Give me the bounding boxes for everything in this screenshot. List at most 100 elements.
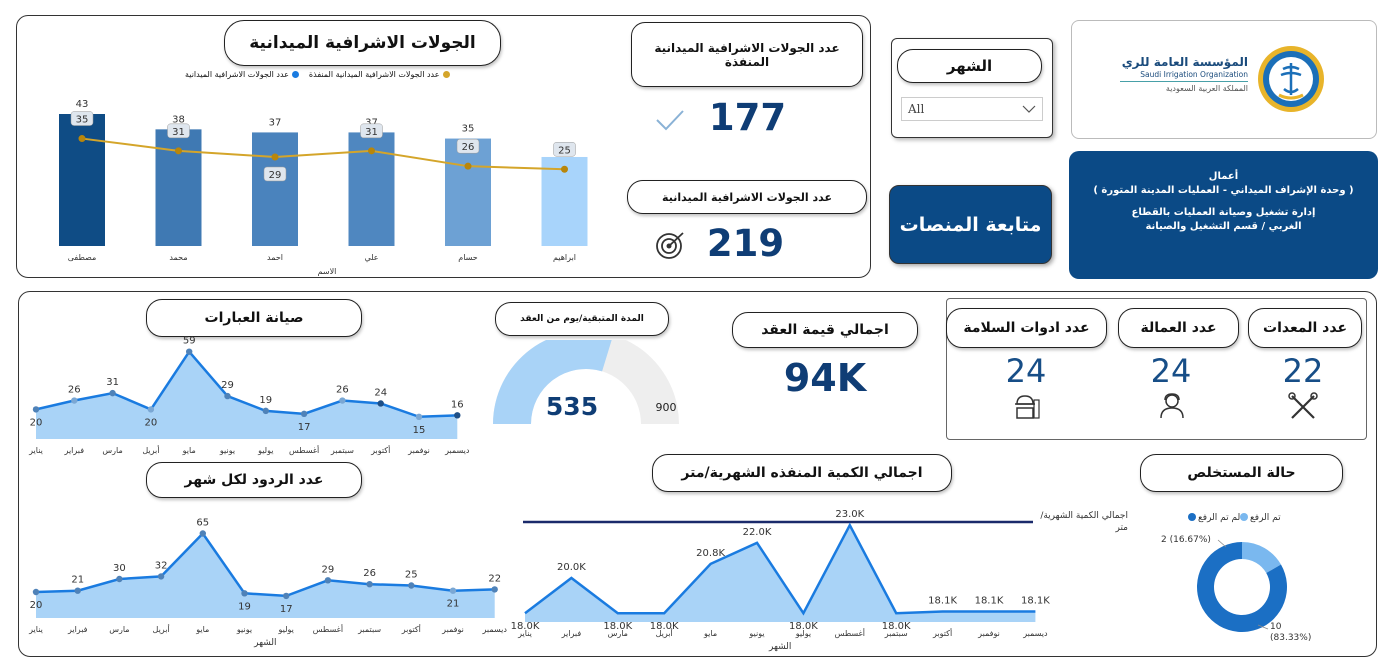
donut-legend-0: لم تم الرفع — [1198, 513, 1240, 523]
safety-tools-title: عدد ادوات السلامة — [946, 308, 1107, 348]
area-month-label-9: أكتوبر — [932, 628, 952, 638]
area-month-label-2: مارس — [109, 625, 129, 634]
area-value-label-6: 18.0K — [789, 621, 818, 632]
area-value-label-6: 17 — [280, 604, 293, 615]
month-filter-title: الشهر — [897, 49, 1042, 83]
area-point-10 — [449, 587, 457, 594]
area-month-label-9: أكتوبر — [370, 445, 390, 455]
remaining-days-title: المدة المتبقية/يوم من العقد — [495, 302, 669, 336]
area-line — [524, 522, 1036, 616]
bar-category-label-1: محمد — [169, 253, 187, 262]
platforms-button[interactable]: متابعة المنصات — [889, 185, 1052, 264]
area-month-label-6: يوليو — [278, 625, 294, 634]
area-point-7 — [300, 410, 308, 418]
check-icon — [654, 108, 686, 132]
area-value-label-0: 20 — [30, 417, 43, 428]
area-point-9 — [408, 582, 415, 589]
area-value-label-8: 26 — [336, 385, 349, 396]
quantity-area-chart: 18.0Kيناير20.0Kفبراير18.0Kمارس18.0Kأبريل… — [511, 509, 1050, 652]
executed-label-3: 31 — [365, 127, 378, 138]
safety-tools-value: 24 — [1005, 352, 1047, 390]
area-point-6 — [262, 407, 269, 415]
executed-label-box-1 — [167, 123, 190, 139]
area-value-label-9: 18.1K — [928, 595, 957, 606]
area-month-label-0: يناير — [517, 629, 532, 638]
area-fill — [525, 525, 1036, 622]
legend-item-total: عدد الجولات الاشرافية الميدانية — [185, 68, 299, 80]
executed-label-0: 35 — [76, 115, 89, 126]
executed-label-4: 26 — [462, 142, 475, 153]
area-value-label-5: 29 — [221, 380, 234, 391]
department-info-card: أعمال ( وحدة الإشراف الميداني - العمليات… — [1069, 151, 1378, 279]
area-month-label-5: يونيو — [748, 629, 764, 638]
org-divider — [1120, 81, 1248, 82]
bar-category-label-4: حسام — [458, 253, 478, 262]
executed-label-box-5 — [553, 142, 576, 157]
executed-label-box-4 — [456, 138, 480, 154]
area-month-label-5: يونيو — [236, 625, 252, 634]
area-value-label-1: 21 — [71, 575, 84, 586]
equipment-title: عدد المعدات — [1248, 308, 1362, 348]
target-icon — [654, 230, 686, 262]
invoice-status-title: حالة المستخلص — [1140, 454, 1343, 492]
executed-point-4 — [464, 162, 472, 170]
info-line-3: إدارة تشغيل وصيانة العمليات بالقطاع — [1131, 207, 1316, 218]
remaining-days-gauge — [493, 340, 679, 424]
area-month-label-1: فبراير — [561, 629, 582, 638]
culverts-area-chart: 20 يناير 26 فبراير 31 مارس 20 أبريل 59 مايو 29 يوني… — [28, 336, 470, 455]
area-point-5 — [241, 590, 248, 597]
executed-point-2 — [271, 153, 279, 161]
area-point-8 — [339, 397, 346, 404]
area-value-label-1: 26 — [68, 385, 81, 396]
bar-total-1 — [155, 129, 202, 246]
area-point-4 — [186, 348, 193, 355]
bar-total-label-0: 43 — [76, 99, 89, 110]
area-month-label-8: سبتمبر — [884, 629, 908, 638]
bar-category-label-3: علي — [364, 253, 378, 262]
info-line-1: أعمال — [1208, 171, 1239, 182]
donut-legend-dot-1 — [1240, 513, 1248, 521]
month-dropdown-value: All — [908, 102, 925, 116]
area-month-label-4: مايو — [182, 446, 196, 455]
area-point-4 — [199, 530, 206, 537]
area-line — [35, 349, 458, 419]
executed-label-1: 31 — [172, 127, 185, 138]
org-name-en: Saudi Irrigation Organization — [1140, 70, 1248, 79]
executed-value: 177 — [708, 96, 787, 139]
bar-total-label-3: 37 — [365, 117, 378, 128]
donut-label-1b: (83.33%) — [1270, 633, 1311, 643]
area-month-label-1: فبراير — [64, 446, 85, 455]
bar-total-label-4: 35 — [462, 124, 475, 135]
area-point-9 — [377, 400, 384, 407]
bar-category-label-2: احمد — [267, 253, 283, 262]
month-dropdown[interactable]: All — [901, 97, 1043, 121]
area-value-label-3: 20 — [145, 417, 158, 428]
area-month-label-2: مارس — [608, 629, 628, 638]
legend-dot-gold — [442, 70, 450, 78]
area-value-label-2: 30 — [113, 563, 126, 574]
area-value-label-11: 16 — [451, 399, 464, 410]
executed-label-box-0 — [70, 111, 94, 126]
area-value-label-0: 20 — [30, 600, 43, 611]
area-value-label-9: 25 — [405, 570, 418, 581]
area-point-1 — [71, 397, 78, 404]
area-point-11 — [491, 586, 498, 593]
area-value-label-7: 29 — [322, 564, 335, 575]
area-value-label-10: 15 — [413, 425, 426, 436]
bar-xlabel: الاسم — [318, 267, 337, 276]
rounds-bar-chart: 43 مصطفى 38 محمد 37 احمد 37 علي 35 حسام 29 ابراهيم 3… — [59, 99, 588, 276]
remaining-days-max: 900 — [655, 401, 677, 414]
area-value-label-3: 18.0K — [650, 621, 679, 632]
donut-slice-0 — [1242, 542, 1281, 573]
donut-leader-1 — [1257, 624, 1269, 630]
total-value: 219 — [706, 222, 785, 265]
quantity-legend: اجمالي الكمية الشهرية/متر — [1040, 511, 1128, 533]
area-value-label-6: 19 — [259, 395, 272, 406]
area-month-label-0: يناير — [28, 625, 43, 634]
area-value-label-1: 20.0K — [557, 562, 586, 573]
executed-line — [81, 137, 565, 171]
area-value-label-7: 17 — [298, 422, 311, 433]
tools-wrench-icon — [1288, 392, 1318, 420]
area-point-7 — [324, 577, 332, 584]
executed-card-title: عدد الجولات الاشرافية الميدانية المنفذة — [631, 22, 863, 87]
